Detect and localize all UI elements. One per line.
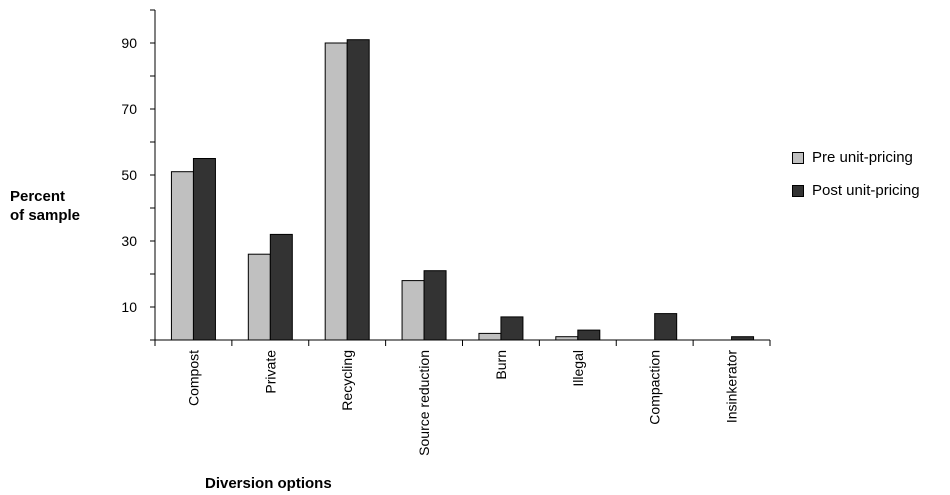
bar-pre-burn — [478, 332, 502, 341]
bar-post-burn — [500, 316, 524, 341]
bar-pre-recycling — [324, 42, 348, 341]
legend-item-pre: Pre unit-pricing — [792, 148, 920, 167]
bar-post-recycling — [346, 39, 370, 341]
y-axis-title-line-1: Percent — [10, 188, 66, 205]
y-tick-label: 50 — [121, 167, 137, 183]
y-tick-label: 70 — [121, 101, 137, 117]
y-tick-label: 10 — [121, 299, 137, 315]
legend-swatch-post — [792, 184, 804, 197]
bar-pre-source-reduction — [401, 280, 425, 341]
category-label: Illegal — [570, 350, 586, 387]
legend-label-post: Post unit-pricing — [812, 182, 920, 199]
bar-post-illegal — [577, 329, 601, 341]
legend-item-post: Post unit-pricing — [792, 181, 920, 200]
y-tick-label: 30 — [121, 233, 137, 249]
category-label: Burn — [493, 350, 509, 380]
bar-post-compaction — [654, 313, 678, 341]
legend-label-pre: Pre unit-pricing — [812, 149, 913, 166]
x-axis — [154, 339, 771, 346]
y-axis-title: Percent of sample — [10, 187, 120, 225]
legend: Pre unit-pricing Post unit-pricing — [792, 148, 920, 214]
legend-swatch-pre — [792, 151, 804, 164]
bar-pre-illegal — [555, 336, 579, 341]
bar-pre-compost — [170, 171, 194, 341]
bar-post-insinkerator — [731, 336, 755, 341]
category-label: Recycling — [339, 350, 355, 411]
y-axis-title-line-2: of sample — [10, 207, 81, 224]
bars — [170, 39, 755, 341]
category-label: Source reduction — [416, 350, 432, 456]
category-label: Private — [262, 350, 278, 394]
category-label: Insinkerator — [724, 350, 740, 423]
category-label: Compaction — [647, 350, 663, 425]
x-axis-title: Diversion options — [205, 475, 332, 492]
category-label: Compost — [185, 350, 201, 406]
bar-pre-private — [247, 253, 271, 341]
y-axis: 10 30 50 70 90 — [121, 9, 156, 341]
category-labels: Compost Private Recycling Source reduction B… — [185, 350, 739, 456]
bar-post-private — [269, 233, 293, 341]
y-tick-label: 90 — [121, 35, 137, 51]
bar-post-compost — [192, 158, 216, 341]
bar-post-source-reduction — [423, 270, 447, 341]
